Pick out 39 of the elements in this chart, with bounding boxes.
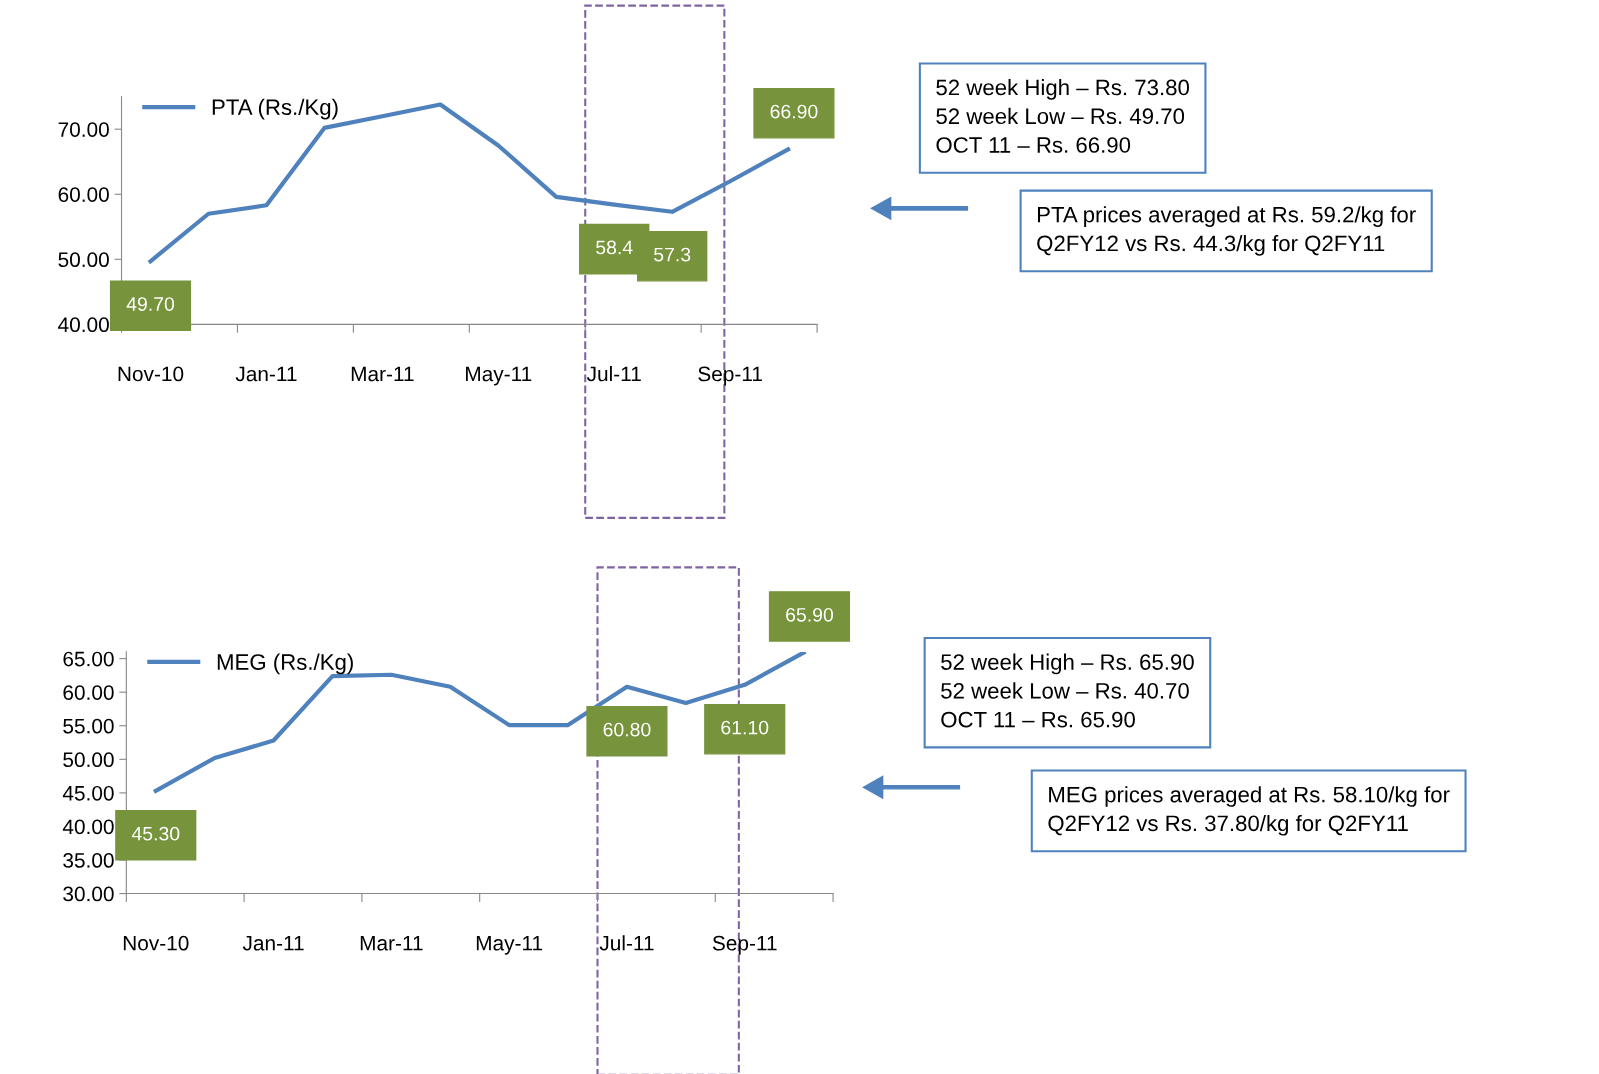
data-label: 65.90 (786, 607, 834, 622)
y-tick-label: 40.00 (62, 819, 114, 835)
y-tick-label: 35.00 (63, 853, 114, 868)
data-label: 66.90 (770, 104, 818, 119)
data-label: 58.4 (596, 240, 633, 255)
data-label: 60.80 (603, 722, 651, 737)
text: PTA prices averaged at Rs. 59.2/kg for Q2FY12 vs Rs. 44.3/kg for Q2FY11 (1037, 206, 1416, 256)
text: 52 week High – Rs. 73.80 52 week Low – Rs. 49.70 OCT 11 – Rs. 66.90 (936, 79, 1190, 153)
x-tick-label: Sep-11 (698, 366, 762, 386)
x-tick-label: May-11 (476, 936, 543, 955)
x-tick-label: Nov-10 (123, 935, 189, 951)
legend-label: PTA (Rs./Kg) (212, 98, 338, 120)
y-tick-label: 60.00 (58, 187, 109, 202)
data-label: 57.3 (654, 247, 691, 262)
x-tick-label: Jul-11 (599, 935, 654, 951)
line-series (153, 651, 806, 793)
y-tick-label: 30.00 (63, 886, 114, 902)
text: MEG prices averaged at Rs. 58.10/kg for Q2FY12 vs Rs. 37.80/kg for Q2FY11 (1048, 786, 1450, 836)
x-tick-label: Jan-11 (242, 936, 304, 951)
y-tick-label: 55.00 (63, 718, 114, 734)
x-tick-label: Mar-11 (360, 936, 423, 951)
x-tick-label: Nov-10 (118, 366, 184, 382)
y-tick-label: 60.00 (63, 685, 114, 700)
y-tick-label: 70.00 (58, 122, 109, 137)
x-tick-label: Jul-11 (586, 366, 641, 382)
text: 52 week High – Rs. 65.90 52 week Low – Rs. 40.70 OCT 11 – Rs. 65.90 (941, 653, 1194, 728)
y-tick-label: 50.00 (58, 252, 109, 268)
x-tick-label: Sep-11 (712, 935, 777, 955)
y-tick-label: 45.00 (62, 785, 114, 801)
x-tick-label: May-11 (466, 366, 532, 386)
legend-label: MEG (Rs./Kg) (217, 653, 353, 675)
x-tick-label: Jan-11 (235, 366, 297, 382)
data-label: 61.10 (721, 720, 769, 735)
x-tick-label: Mar-11 (351, 366, 414, 382)
y-tick-label: 65.00 (63, 651, 114, 667)
y-tick-label: 50.00 (63, 752, 114, 768)
y-tick-label: 40.00 (58, 317, 109, 333)
data-label: 49.70 (126, 297, 175, 311)
data-label: 45.30 (131, 826, 180, 841)
